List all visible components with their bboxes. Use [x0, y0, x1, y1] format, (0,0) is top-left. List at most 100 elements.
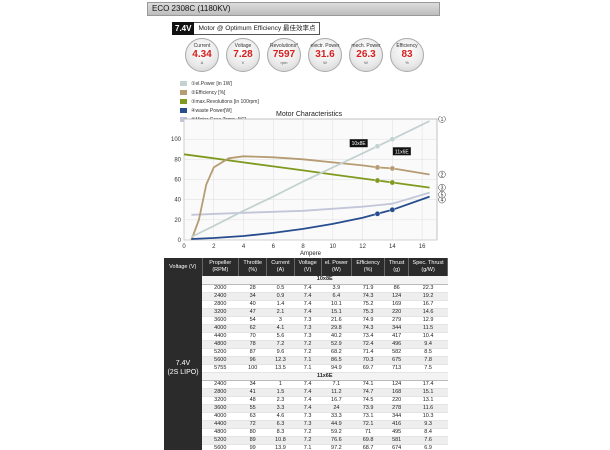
metric-value: 7.28 — [233, 49, 253, 60]
table-cell: 15.1 — [321, 308, 352, 317]
metric-electric-power: electr. Power 31.6 W — [308, 38, 342, 72]
table-row: 4800 78 7.2 7.2 52.9 72.4 496 9.4 — [164, 340, 448, 349]
metric-value: 4.34 — [192, 49, 212, 60]
table-cell: 3 — [266, 316, 295, 325]
table-group-row: 11x6E — [164, 372, 448, 381]
table-cell: 5.6 — [266, 332, 295, 341]
table-row: 4000 63 4.6 7.3 33.3 73.1 344 10.3 — [164, 412, 448, 421]
x-tick-label: 0 — [182, 244, 186, 250]
table-cell: 0.9 — [266, 292, 295, 301]
series-end-number: 2 — [441, 172, 444, 178]
table-cell: 74.7 — [351, 388, 385, 397]
operating-point-marker — [374, 164, 381, 171]
optimum-efficiency-header: 7.4V Motor @ Optimum Efficiency 最佳效率点 — [172, 22, 321, 35]
table-cell: 279 — [384, 316, 409, 325]
table-voltage-cell: 7.4V (2S LIPO) — [164, 276, 202, 450]
x-tick-label: 14 — [389, 244, 396, 250]
y-tick-label: 100 — [171, 137, 182, 143]
table-cell: 73.9 — [351, 404, 385, 413]
table-cell: 7.4 — [294, 300, 322, 309]
table-cell: 6.4 — [321, 292, 352, 301]
section-title: Motor @ Optimum Efficiency 最佳效率点 — [194, 22, 321, 35]
table-cell: 28 — [238, 284, 267, 293]
table-cell: 3600 — [202, 316, 239, 325]
table-cell: 74.3 — [351, 324, 385, 333]
y-tick-label: 20 — [174, 218, 181, 224]
table-cell: 7.4 — [294, 404, 322, 413]
table-cell: 220 — [384, 396, 409, 405]
table-cell: 87 — [238, 348, 267, 357]
table-cell: 59.2 — [321, 428, 352, 437]
table-cell: 4400 — [202, 332, 239, 341]
table-cell: 74.9 — [351, 316, 385, 325]
table-cell: 4800 — [202, 428, 239, 437]
table-cell: 41 — [238, 388, 267, 397]
table-cell: 169 — [384, 300, 409, 309]
table-cell: 5600 — [202, 356, 239, 365]
table-cell: 1.4 — [266, 300, 295, 309]
table-cell: 94.9 — [321, 364, 352, 373]
table-cell: 2800 — [202, 388, 239, 397]
voltage-tag: 7.4V — [172, 22, 195, 35]
table-row: 4400 70 5.6 7.3 40.2 73.4 417 10.4 — [164, 332, 448, 341]
table-cell: 4400 — [202, 420, 239, 429]
table-cell: 4000 — [202, 412, 239, 421]
table-header-cell: Spec. Thrust (g/W) — [408, 258, 448, 276]
table-cell: 22.3 — [408, 284, 448, 293]
table-group-row: 7.4V (2S LIPO) 10x8E — [164, 276, 448, 450]
table-cell: 72.1 — [351, 420, 385, 429]
table-cell: 29.8 — [321, 324, 352, 333]
operating-point-marker — [389, 179, 396, 186]
table-cell: 89 — [238, 436, 267, 445]
table-cell: 9.6 — [266, 348, 295, 357]
table-row: 2000 28 0.5 7.4 3.9 71.9 86 22.3 — [164, 284, 448, 293]
metric-current: Current 4.34 A — [185, 38, 219, 72]
table-cell: 55 — [238, 404, 267, 413]
table-cell: 10.1 — [321, 300, 352, 309]
table-cell: 7.2 — [294, 348, 322, 357]
legend-item-waste-power: ④waste Power[W] — [180, 106, 259, 115]
table-row: 2400 34 1 7.4 7.1 74.1 124 17.4 — [164, 380, 448, 389]
table-group-label: 11x6E — [202, 372, 448, 381]
table-cell: 124 — [384, 380, 409, 389]
table-cell: 73.1 — [351, 412, 385, 421]
table-cell: 3200 — [202, 308, 239, 317]
chart-title: Motor Characteristics — [276, 111, 343, 118]
metric-label: Efficiency — [396, 43, 418, 49]
table-cell: 7.4 — [294, 292, 322, 301]
table-cell: 100 — [238, 364, 267, 373]
table-cell: 15.1 — [408, 388, 448, 397]
table-cell: 99 — [238, 444, 267, 450]
legend-swatch — [180, 117, 187, 122]
table-cell: 71.9 — [351, 284, 385, 293]
table-cell: 2.3 — [266, 396, 295, 405]
table-cell: 7.2 — [266, 340, 295, 349]
table-cell: 344 — [384, 324, 409, 333]
table-cell: 2400 — [202, 292, 239, 301]
operating-point-marker — [374, 210, 381, 217]
table-header-cell: Propeller (RPM) — [202, 258, 240, 276]
table-cell: 69.8 — [351, 436, 385, 445]
table-group-label: 10x8E — [202, 276, 448, 285]
metric-label: Voltage — [234, 43, 252, 49]
table-header-cell: Efficiency (%) — [351, 258, 386, 276]
table-cell: 5200 — [202, 348, 239, 357]
table-cell: 17.4 — [408, 380, 448, 389]
table-row: 2800 40 1.4 7.4 10.1 75.2 169 16.7 — [164, 300, 448, 309]
table-cell: 72 — [238, 420, 267, 429]
series-line-5 — [191, 191, 430, 216]
x-tick-label: 2 — [212, 244, 216, 250]
table-cell: 0.5 — [266, 284, 295, 293]
metric-unit: W — [364, 60, 368, 65]
table-row: 5600 99 13.9 7.1 97.2 68.7 674 6.9 — [164, 444, 448, 450]
table-cell: 582 — [384, 348, 409, 357]
legend-label: ②Efficiency [%] — [191, 89, 226, 96]
table-cell: 21.6 — [321, 316, 352, 325]
table-cell: 675 — [384, 356, 409, 365]
table-cell: 68.7 — [351, 444, 385, 450]
table-cell: 7.4 — [294, 388, 322, 397]
table-cell: 7.4 — [294, 308, 322, 317]
table-row: 5200 87 9.6 7.2 68.2 71.4 582 8.5 — [164, 348, 448, 357]
table-cell: 74.5 — [351, 396, 385, 405]
table-cell: 5200 — [202, 436, 239, 445]
